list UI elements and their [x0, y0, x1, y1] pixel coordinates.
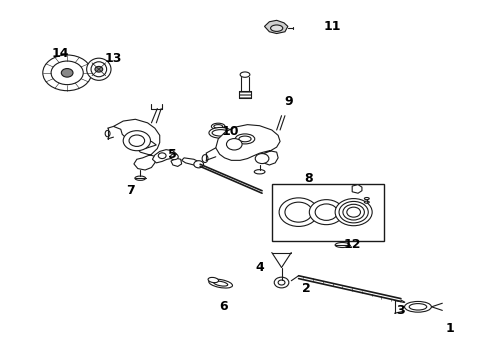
- Ellipse shape: [135, 176, 146, 180]
- Circle shape: [309, 200, 343, 225]
- Circle shape: [123, 131, 150, 151]
- Ellipse shape: [214, 125, 222, 128]
- Circle shape: [51, 61, 83, 85]
- Ellipse shape: [365, 198, 369, 200]
- Ellipse shape: [208, 278, 219, 283]
- Circle shape: [285, 202, 312, 222]
- Ellipse shape: [405, 301, 431, 312]
- Circle shape: [279, 198, 318, 226]
- Circle shape: [43, 55, 92, 91]
- Text: 12: 12: [343, 238, 361, 251]
- Circle shape: [315, 204, 338, 220]
- Ellipse shape: [239, 136, 251, 142]
- Text: 11: 11: [324, 20, 342, 33]
- Text: 5: 5: [168, 148, 176, 162]
- Text: 13: 13: [105, 52, 122, 65]
- Circle shape: [335, 199, 372, 226]
- Ellipse shape: [214, 281, 228, 286]
- Polygon shape: [114, 119, 160, 170]
- Ellipse shape: [202, 155, 208, 162]
- Circle shape: [95, 66, 103, 72]
- Ellipse shape: [240, 72, 250, 77]
- Text: 1: 1: [445, 322, 454, 335]
- Ellipse shape: [254, 170, 265, 174]
- Polygon shape: [182, 158, 201, 166]
- Text: 9: 9: [285, 95, 293, 108]
- Ellipse shape: [91, 62, 107, 77]
- Circle shape: [194, 161, 203, 168]
- Ellipse shape: [270, 25, 283, 31]
- Ellipse shape: [105, 130, 110, 137]
- Polygon shape: [352, 185, 362, 193]
- Circle shape: [255, 154, 269, 163]
- Text: 4: 4: [255, 261, 264, 274]
- Circle shape: [171, 154, 178, 159]
- Ellipse shape: [212, 130, 229, 136]
- Ellipse shape: [365, 201, 369, 203]
- Polygon shape: [152, 150, 182, 166]
- Circle shape: [158, 153, 166, 158]
- Bar: [272, 184, 384, 241]
- Text: 10: 10: [221, 125, 239, 138]
- Ellipse shape: [87, 58, 111, 80]
- Circle shape: [226, 139, 242, 150]
- Ellipse shape: [335, 243, 350, 248]
- Ellipse shape: [209, 127, 232, 138]
- Circle shape: [61, 68, 73, 77]
- Polygon shape: [216, 125, 280, 165]
- Text: 7: 7: [126, 184, 135, 197]
- Polygon shape: [265, 20, 288, 33]
- Ellipse shape: [211, 123, 225, 130]
- Circle shape: [274, 277, 289, 288]
- Text: 14: 14: [51, 47, 69, 60]
- Circle shape: [278, 280, 285, 285]
- Text: 3: 3: [396, 304, 405, 317]
- Ellipse shape: [409, 303, 427, 310]
- Ellipse shape: [235, 134, 255, 144]
- Text: 6: 6: [219, 300, 227, 313]
- Ellipse shape: [209, 279, 232, 288]
- Circle shape: [129, 135, 145, 147]
- Text: 2: 2: [301, 283, 310, 296]
- Text: 8: 8: [304, 172, 313, 185]
